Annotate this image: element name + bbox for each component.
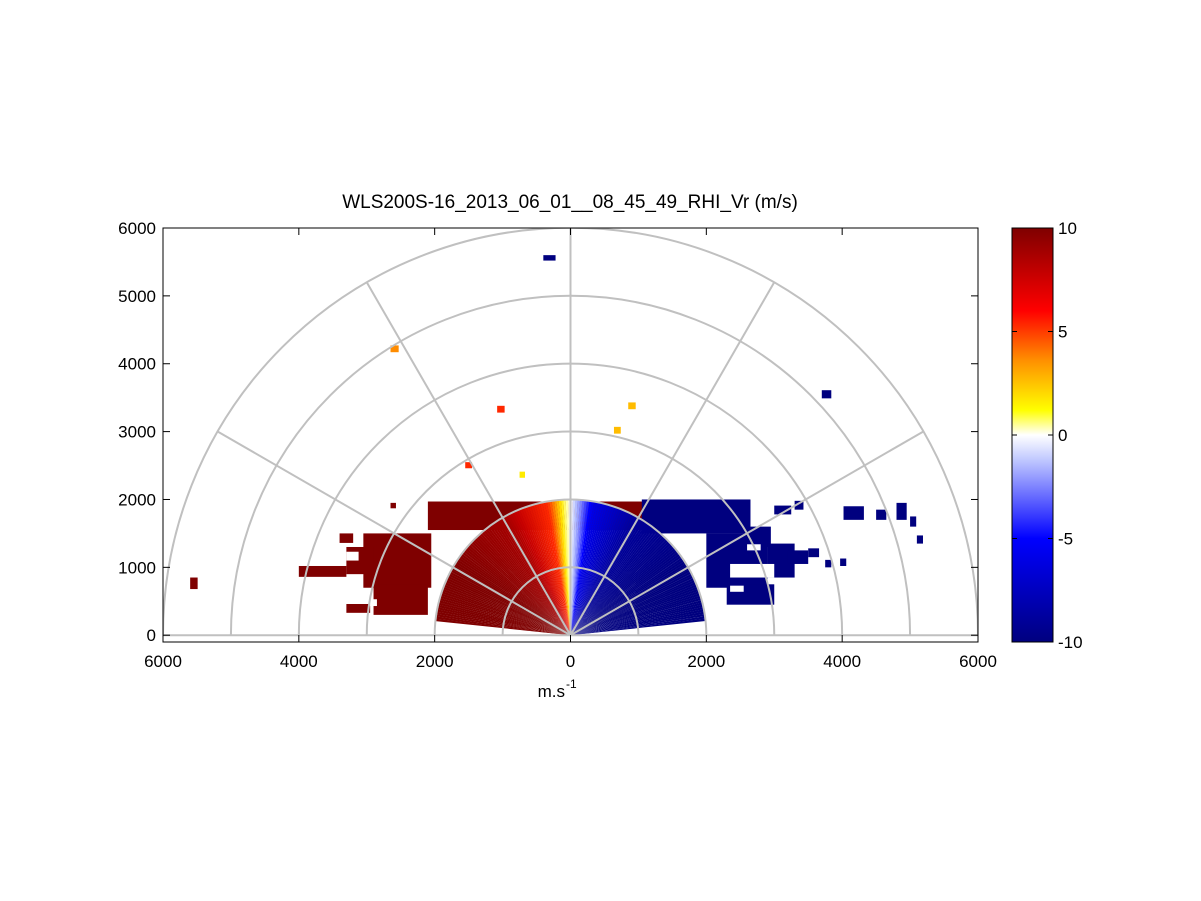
velocity-point	[497, 405, 505, 413]
colorbar-tick-label: -10	[1058, 633, 1083, 652]
y-tick-label: 3000	[118, 423, 156, 442]
y-tick-label: 4000	[118, 355, 156, 374]
velocity-point	[465, 462, 473, 469]
colorbar-tick-label: 10	[1058, 219, 1077, 238]
x-axis-ticks: 6000 4000 2000 0 2000 4000 6000	[144, 228, 997, 671]
x-tick-label: 2000	[687, 652, 725, 671]
data-gap	[370, 599, 377, 607]
velocity-patch	[787, 550, 809, 564]
velocity-patch	[916, 535, 923, 544]
polar-grid	[163, 228, 978, 637]
velocity-patch	[910, 516, 917, 527]
velocity-patch	[896, 502, 907, 520]
y-tick-label: 6000	[118, 219, 156, 238]
data-gap	[730, 585, 744, 592]
x-axis-label-base: m.s	[538, 682, 565, 701]
chart-title: WLS200S-16_2013_06_01__08_45_49_RHI_Vr (…	[342, 192, 798, 213]
angle-spoke	[569, 430, 924, 637]
velocity-patch	[641, 499, 751, 534]
velocity-point	[390, 345, 399, 353]
velocity-patch	[843, 506, 864, 520]
range-ring	[163, 228, 978, 636]
colorbar-ticks: 10 5 0 -5 -10	[1012, 219, 1083, 652]
velocity-patch	[390, 502, 396, 509]
velocity-point	[628, 402, 636, 410]
velocity-point	[821, 390, 832, 399]
velocity-patch	[298, 565, 347, 577]
velocity-patch	[747, 526, 771, 547]
y-axis-ticks: 0 1000 2000 3000 4000 5000 6000	[118, 219, 978, 645]
colorbar	[1011, 227, 1054, 643]
velocity-patch	[840, 558, 847, 566]
colorbar-tick-label: 0	[1058, 426, 1067, 445]
colorbar-tick-label: 5	[1058, 323, 1067, 342]
y-tick-label: 5000	[118, 287, 156, 306]
angle-spoke	[569, 281, 776, 636]
velocity-patch	[825, 559, 832, 568]
colorbar-tick-label: -5	[1058, 530, 1073, 549]
y-tick-label: 2000	[118, 490, 156, 509]
velocity-point	[519, 471, 525, 478]
x-tick-label: 4000	[280, 652, 318, 671]
velocity-point	[543, 255, 556, 261]
data-gap	[730, 563, 775, 578]
y-tick-label: 0	[147, 626, 156, 645]
x-tick-label: 6000	[959, 652, 997, 671]
velocity-patch	[339, 533, 354, 543]
x-tick-label: 4000	[823, 652, 861, 671]
velocity-patch	[794, 500, 804, 510]
velocity-patch	[808, 548, 820, 558]
velocity-patch	[876, 509, 887, 520]
x-tick-label: 0	[566, 652, 575, 671]
y-tick-label: 1000	[118, 558, 156, 577]
x-tick-label: 2000	[416, 652, 454, 671]
velocity-patch	[346, 603, 371, 613]
velocity-patch	[190, 577, 198, 590]
x-axis-label-superscript: -1	[566, 677, 577, 691]
x-axis-label: m.s	[538, 682, 565, 701]
velocity-patch	[346, 546, 374, 575]
angle-spoke	[217, 430, 572, 637]
data-gap	[346, 551, 359, 561]
velocity-patch	[373, 584, 428, 615]
angle-spoke	[365, 281, 572, 636]
velocity-point	[613, 426, 621, 434]
x-tick-label: 6000	[144, 652, 182, 671]
velocity-patch	[774, 505, 792, 515]
